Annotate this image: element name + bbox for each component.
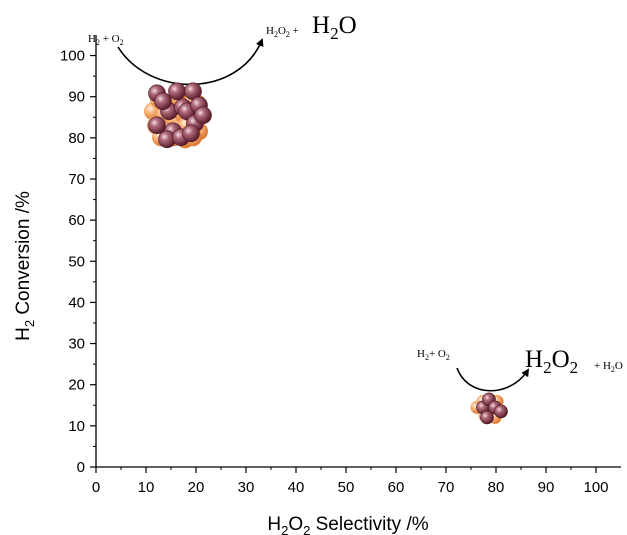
y-tick-label: 60: [68, 212, 85, 229]
y-tick-label: 50: [68, 253, 85, 270]
y-tick-label: 70: [68, 171, 85, 188]
small-nanoparticle-cluster: [470, 392, 508, 425]
maroon-particle: [194, 106, 212, 125]
y-tick-label: 40: [68, 294, 85, 311]
products-label-large: H2O2 +: [266, 25, 299, 39]
y-tick-label: 30: [68, 336, 85, 353]
minor-product-label-small: + H2O: [594, 360, 623, 374]
reaction-arrow-large: [117, 38, 264, 86]
maroon-particle: [168, 82, 186, 101]
maroon-particle: [154, 92, 172, 111]
reaction-annotation-large: H2 + O2 H2O2 + H2O: [88, 12, 357, 86]
reaction-annotation-small: H2+ O2 H2O2 + H2O: [417, 346, 623, 392]
y-tick-label: 20: [68, 377, 85, 394]
plot-axes: [95, 35, 621, 468]
x-tick-label: 40: [288, 479, 305, 496]
y-tick-label: 0: [77, 459, 85, 476]
large-nanoparticle-cluster: [144, 82, 212, 149]
y-tick-label: 90: [68, 89, 85, 106]
x-tick-label: 20: [188, 479, 205, 496]
reactants-label-large: H2 + O2: [88, 33, 124, 47]
x-tick-label: 90: [538, 479, 555, 496]
x-axis-title: H2O2 Selectivity /%: [267, 514, 428, 535]
y-axis-title: H2 Conversion /%: [13, 191, 37, 341]
y-tick-label: 80: [68, 130, 85, 147]
reaction-arrow-small: [456, 367, 530, 392]
major-product-label-large: H2O: [312, 12, 357, 43]
maroon-particle: [182, 124, 200, 143]
x-tick-label: 80: [488, 479, 505, 496]
major-product-label-small: H2O2: [525, 346, 578, 377]
x-axis-ticks: 0 10 20 30 40 50 60 70 80 90 100: [92, 467, 609, 496]
x-tick-label: 30: [238, 479, 255, 496]
x-tick-label: 50: [338, 479, 355, 496]
x-tick-label: 60: [388, 479, 405, 496]
maroon-particle: [148, 116, 166, 135]
reactants-label-small: H2+ O2: [417, 348, 450, 362]
y-tick-label: 100: [60, 48, 85, 65]
x-tick-label: 10: [138, 479, 155, 496]
y-tick-label: 10: [68, 418, 85, 435]
x-tick-label: 0: [92, 479, 100, 496]
x-tick-label: 100: [583, 479, 608, 496]
maroon-particle: [480, 410, 494, 425]
x-tick-label: 70: [438, 479, 455, 496]
data-point-markers: [144, 82, 508, 425]
maroon-particle: [494, 404, 508, 419]
y-axis-ticks: 0 10 20 30 40 50 60 70 80 90 100: [60, 48, 96, 476]
